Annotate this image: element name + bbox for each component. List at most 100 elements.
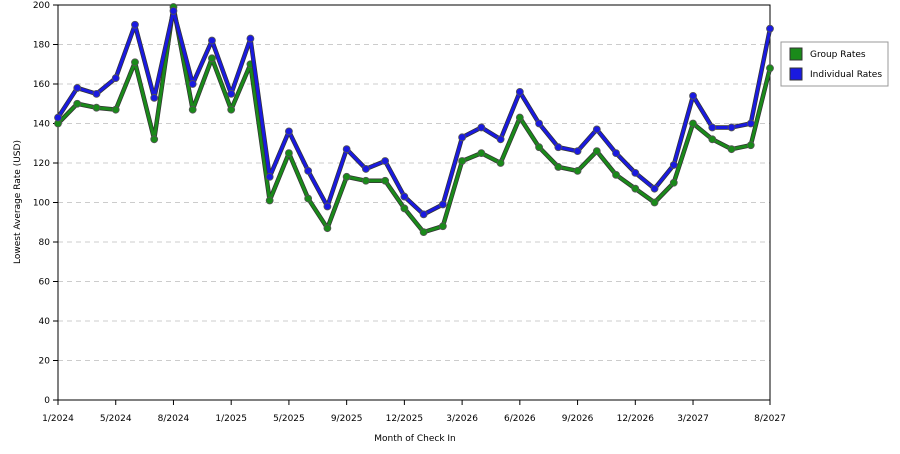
point	[708, 123, 717, 132]
point	[111, 74, 120, 82]
plot-frame	[57, 4, 771, 401]
point	[650, 184, 659, 193]
point	[708, 135, 717, 144]
y-tick-label: 160	[33, 80, 50, 90]
point	[361, 165, 370, 173]
y-tick-label: 100	[33, 199, 50, 209]
point	[150, 135, 159, 144]
point	[766, 24, 774, 33]
point	[554, 143, 563, 152]
point	[400, 204, 409, 213]
point	[169, 7, 178, 15]
y-tick-label: 120	[33, 159, 50, 169]
point	[188, 105, 197, 114]
point	[727, 145, 736, 154]
y-tick-label: 200	[33, 1, 50, 11]
point	[381, 176, 390, 185]
point	[246, 34, 255, 43]
point	[496, 135, 505, 144]
point	[111, 105, 120, 114]
point	[400, 192, 409, 201]
point	[746, 119, 755, 128]
point	[227, 105, 236, 114]
point	[689, 119, 697, 128]
x-tick-label: 5/2024	[100, 414, 132, 424]
x-tick-label: 8/2024	[158, 414, 190, 424]
point	[92, 89, 101, 98]
point	[438, 222, 447, 231]
point	[477, 149, 486, 158]
point	[689, 91, 697, 100]
x-tick-label: 12/2026	[617, 414, 655, 424]
point	[208, 54, 216, 63]
x-tick-label: 12/2025	[386, 414, 423, 424]
point	[650, 198, 659, 207]
point	[265, 172, 274, 181]
point	[285, 149, 293, 158]
point	[342, 172, 351, 181]
point	[477, 123, 486, 132]
point	[631, 184, 640, 193]
point	[554, 163, 563, 171]
legend-swatch	[789, 67, 803, 81]
point	[323, 202, 332, 211]
y-tick-label: 60	[39, 278, 51, 288]
point	[766, 64, 774, 73]
point	[419, 210, 428, 219]
x-tick-label: 9/2026	[562, 414, 594, 424]
point	[573, 147, 582, 156]
point	[535, 143, 543, 152]
legend-label: Individual Rates	[810, 70, 882, 80]
point	[131, 58, 139, 67]
x-tick-label: 8/2027	[754, 414, 786, 424]
point	[265, 196, 274, 205]
point	[746, 141, 755, 150]
point	[73, 99, 82, 108]
x-tick-label: 6/2026	[504, 414, 536, 424]
y-tick-label: 20	[39, 357, 51, 367]
point	[631, 168, 640, 177]
legend-swatch	[789, 47, 803, 61]
point	[612, 170, 620, 179]
y-tick-label: 180	[33, 41, 50, 51]
point	[150, 93, 159, 102]
x-axis-title: Month of Check In	[374, 434, 456, 444]
point	[727, 123, 736, 132]
point	[515, 113, 524, 122]
point	[612, 149, 620, 158]
point	[438, 200, 447, 209]
point	[669, 161, 678, 169]
point	[208, 36, 216, 45]
y-axis-title: Lowest Average Rate (USD)	[13, 140, 23, 264]
point	[535, 119, 543, 128]
point	[92, 103, 101, 112]
point	[304, 194, 313, 203]
point	[304, 166, 313, 175]
point	[227, 89, 236, 98]
x-tick-label: 9/2025	[331, 414, 363, 424]
point	[458, 157, 467, 165]
point	[515, 88, 524, 96]
x-tick-label: 3/2026	[446, 414, 478, 424]
point	[496, 159, 505, 167]
point	[54, 113, 62, 122]
point	[592, 125, 601, 134]
x-tick-label: 3/2027	[677, 414, 709, 424]
point	[342, 145, 351, 154]
y-tick-label: 80	[39, 238, 51, 248]
x-tick-label: 1/2024	[42, 414, 74, 424]
point	[592, 147, 601, 156]
legend-label: Group Rates	[810, 50, 866, 60]
point	[669, 178, 678, 187]
point	[573, 166, 582, 175]
series-line	[56, 9, 772, 216]
x-tick-label: 1/2025	[215, 414, 247, 424]
y-tick-label: 140	[33, 120, 50, 130]
point	[381, 157, 390, 165]
point	[73, 84, 82, 92]
y-tick-label: 40	[39, 317, 51, 327]
point	[361, 176, 370, 185]
point	[131, 20, 139, 29]
point	[419, 228, 428, 237]
